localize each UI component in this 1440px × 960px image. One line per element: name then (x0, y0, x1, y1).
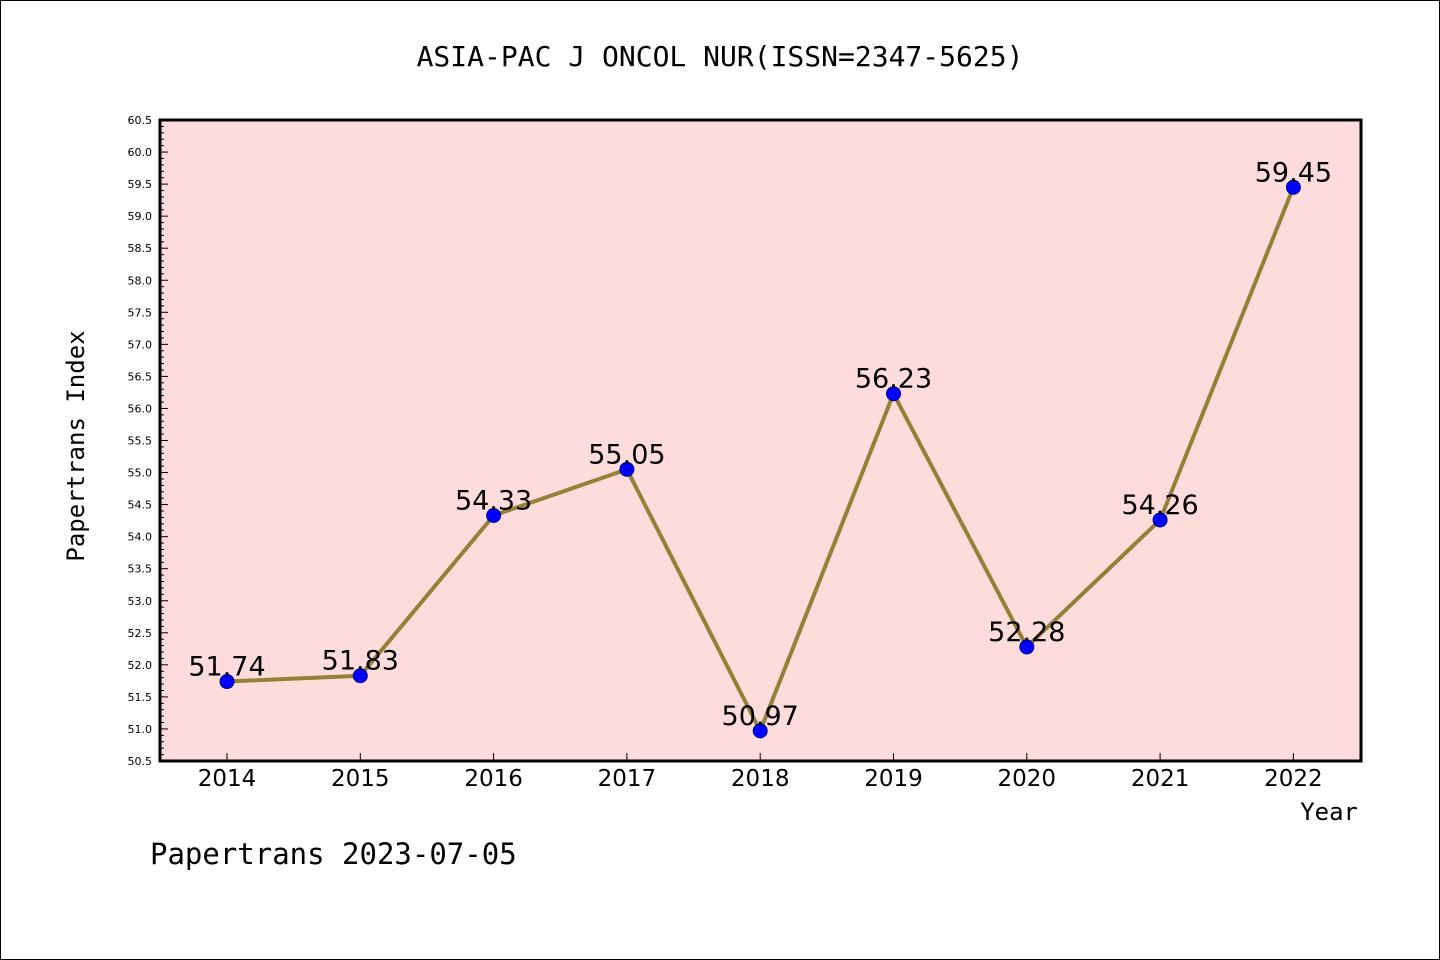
x-tick-label: 2015 (331, 766, 390, 792)
data-point (352, 668, 368, 684)
y-tick-label: 54.5 (128, 499, 153, 512)
chart-title: ASIA-PAC J ONCOL NUR(ISSN=2347-5625) (417, 40, 1024, 73)
y-axis-label: Papertrans Index (62, 330, 90, 561)
y-tick-label: 57.5 (128, 306, 153, 319)
y-tick-label: 51.5 (128, 691, 153, 704)
x-axis-label: Year (1300, 798, 1358, 826)
y-tick-label: 58.0 (128, 274, 153, 287)
data-point (752, 723, 768, 739)
y-tick-label: 56.5 (128, 370, 153, 383)
y-tick-label: 59.5 (128, 178, 153, 191)
y-tick-label: 52.0 (128, 659, 153, 672)
data-label: 52.28 (988, 617, 1065, 648)
data-label: 51.83 (322, 646, 399, 677)
y-tick-label: 55.0 (128, 467, 153, 480)
y-tick-label: 54.0 (128, 531, 153, 544)
y-axis-ticks: 50.5 51.0 51.5 52.0 52.5 53.0 53.5 54.0 54.5 55.0… (128, 114, 168, 768)
data-label: 50.97 (722, 701, 799, 732)
y-tick-label: 51.0 (128, 723, 153, 736)
x-tick-label: 2021 (1131, 766, 1190, 792)
data-point (886, 386, 901, 402)
x-axis-ticks: 2014 2015 2016 2017 2018 2019 2020 2021 2022 (198, 753, 1323, 792)
y-tick-label: 53.0 (128, 595, 153, 608)
data-label: 59.45 (1255, 157, 1332, 188)
y-tick-label: 56.0 (128, 402, 153, 415)
x-tick-label: 2017 (598, 766, 657, 792)
y-tick-label: 60.5 (128, 114, 153, 127)
footer-text: Papertrans 2023-07-05 (150, 837, 517, 871)
series-layer: 51.74 51.83 54.33 55.05 50.97 56.23 52.28 54.26… (188, 157, 1332, 739)
x-tick-label: 2020 (998, 766, 1057, 792)
y-tick-label: 58.5 (128, 242, 153, 255)
y-tick-label: 53.5 (128, 563, 153, 576)
y-tick-label: 52.5 (128, 627, 153, 640)
data-point (1019, 639, 1035, 655)
data-point (619, 461, 635, 477)
x-tick-label: 2019 (864, 766, 923, 792)
data-point (1152, 512, 1168, 528)
x-tick-label: 2016 (464, 766, 523, 792)
data-label: 56.23 (855, 364, 932, 395)
plot-area (158, 118, 1363, 763)
y-tick-label: 50.5 (128, 755, 153, 768)
data-label: 54.33 (455, 485, 532, 516)
x-tick-label: 2018 (731, 766, 790, 792)
data-label: 51.74 (188, 652, 265, 683)
data-label: 54.26 (1121, 490, 1198, 521)
data-label: 55.05 (588, 439, 665, 470)
data-point (219, 674, 235, 690)
x-tick-label: 2014 (198, 766, 257, 792)
y-tick-label: 60.0 (128, 146, 153, 159)
y-tick-label: 59.0 (128, 210, 153, 223)
data-point (486, 507, 502, 523)
x-tick-label: 2022 (1264, 766, 1323, 792)
data-point (1285, 179, 1301, 195)
y-tick-label: 55.5 (128, 435, 153, 448)
y-tick-label: 57.0 (128, 338, 153, 351)
